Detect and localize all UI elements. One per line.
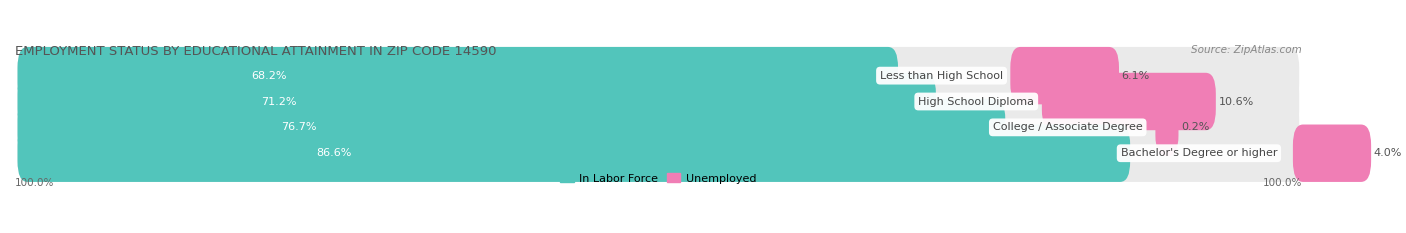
FancyBboxPatch shape: [17, 47, 1299, 104]
FancyBboxPatch shape: [1011, 47, 1119, 104]
Text: Source: ZipAtlas.com: Source: ZipAtlas.com: [1191, 45, 1302, 55]
FancyBboxPatch shape: [1156, 99, 1178, 156]
Text: 86.6%: 86.6%: [316, 148, 352, 158]
FancyBboxPatch shape: [1042, 73, 1216, 130]
Text: 0.2%: 0.2%: [1181, 122, 1209, 132]
Text: Less than High School: Less than High School: [880, 71, 1002, 81]
Text: 76.7%: 76.7%: [281, 122, 316, 132]
FancyBboxPatch shape: [17, 47, 898, 104]
Text: EMPLOYMENT STATUS BY EDUCATIONAL ATTAINMENT IN ZIP CODE 14590: EMPLOYMENT STATUS BY EDUCATIONAL ATTAINM…: [15, 45, 496, 58]
Text: Bachelor's Degree or higher: Bachelor's Degree or higher: [1121, 148, 1277, 158]
Text: College / Associate Degree: College / Associate Degree: [993, 122, 1143, 132]
Text: 100.0%: 100.0%: [15, 178, 55, 188]
Text: 4.0%: 4.0%: [1374, 148, 1402, 158]
Text: 68.2%: 68.2%: [250, 71, 287, 81]
Text: 6.1%: 6.1%: [1122, 71, 1150, 81]
Legend: In Labor Force, Unemployed: In Labor Force, Unemployed: [555, 169, 761, 188]
FancyBboxPatch shape: [17, 73, 936, 130]
FancyBboxPatch shape: [17, 124, 1299, 182]
Text: 10.6%: 10.6%: [1219, 96, 1254, 106]
Text: 100.0%: 100.0%: [1263, 178, 1302, 188]
FancyBboxPatch shape: [17, 99, 1299, 156]
FancyBboxPatch shape: [17, 73, 1299, 130]
FancyBboxPatch shape: [17, 99, 1005, 156]
FancyBboxPatch shape: [17, 124, 1130, 182]
Text: High School Diploma: High School Diploma: [918, 96, 1035, 106]
Text: 71.2%: 71.2%: [262, 96, 297, 106]
FancyBboxPatch shape: [1294, 124, 1371, 182]
